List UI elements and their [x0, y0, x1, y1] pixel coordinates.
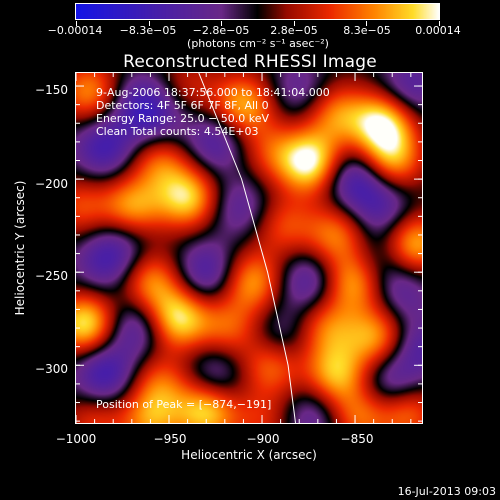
chart-title: Reconstructed RHESSI Image — [123, 52, 377, 72]
x-tick-label: −1000 — [55, 432, 97, 446]
x-tick-label: −900 — [246, 432, 280, 446]
y-tick-label: −300 — [35, 362, 68, 376]
rhessi-heatmap — [76, 73, 422, 423]
timestamp: 16‑Jul‑2013 09:03 — [397, 485, 496, 498]
colorbar-tick-label: 0.00014 — [415, 24, 461, 37]
solar-limb-line — [198, 73, 296, 423]
colorbar-gradient — [76, 4, 439, 19]
colorbar-tick-label: −8.3e−05 — [119, 24, 177, 37]
image-plot-area: 9‑Aug‑2006 18:37:56.000 to 18:41:04.000 … — [75, 72, 423, 424]
time-range-text: 9‑Aug‑2006 18:37:56.000 to 18:41:04.000 — [96, 86, 330, 99]
x-tick-label: −950 — [153, 432, 187, 446]
y-axis-label: Heliocentric Y (arcsec) — [13, 180, 27, 316]
colorbar-tick — [439, 21, 440, 26]
detectors-text: Detectors: 4F 5F 6F 7F 8F, All 0 — [96, 99, 269, 112]
colorbar-tick — [221, 21, 222, 26]
colorbar-tick-label: −2.8e−05 — [192, 24, 250, 37]
colorbar-tick — [149, 21, 150, 26]
colorbar-units: (photons cm⁻² s⁻¹ asec⁻²) — [187, 37, 329, 50]
clean-counts-text: Clean Total counts: 4.54E+03 — [96, 125, 259, 138]
colorbar — [75, 3, 440, 26]
y-tick-label: −250 — [35, 269, 68, 283]
colorbar-ticks — [76, 21, 441, 26]
y-tick-label: −150 — [35, 83, 68, 97]
peak-position-text: Position of Peak = [−874,−191] — [96, 398, 272, 411]
colorbar-tick-label: 2.8e−05 — [270, 24, 318, 37]
x-tick-label: −850 — [340, 432, 374, 446]
x-axis-label: Heliocentric X (arcsec) — [181, 448, 317, 462]
colorbar-tick-label: 8.3e−05 — [343, 24, 391, 37]
colorbar-tick — [76, 21, 77, 26]
y-tick-label: −200 — [35, 177, 68, 191]
colorbar-tick-label: −0.00014 — [47, 24, 103, 37]
colorbar-tick — [294, 21, 295, 26]
energy-range-text: Energy Range: 25.0 − 50.0 keV — [96, 112, 270, 125]
plot-overlay — [76, 73, 422, 423]
colorbar-tick — [366, 21, 367, 26]
